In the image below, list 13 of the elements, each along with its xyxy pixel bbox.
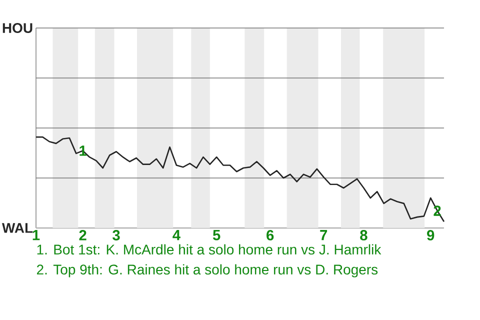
x-tick-label: 6 — [266, 230, 274, 240]
x-tick-label: 7 — [320, 230, 328, 240]
x-tick-label: 2 — [79, 230, 86, 240]
text: HOU — [2, 23, 32, 33]
text: 2. Top 9th: G. Raines hit a solo home run vs D. Rogers — [36, 264, 378, 278]
x-tick-label: 8 — [360, 230, 368, 240]
x-tick-label: 3 — [112, 230, 120, 240]
x-tick-label: 9 — [427, 230, 434, 240]
x-tick-label: 5 — [212, 230, 220, 240]
text: 1. Bot 1st: K. McArdle hit a solo home run vs J. Hamrlik — [37, 244, 382, 255]
x-tick-label: 1 — [32, 230, 40, 240]
x-tick-label: 4 — [172, 230, 180, 240]
text: WAL — [2, 223, 33, 233]
